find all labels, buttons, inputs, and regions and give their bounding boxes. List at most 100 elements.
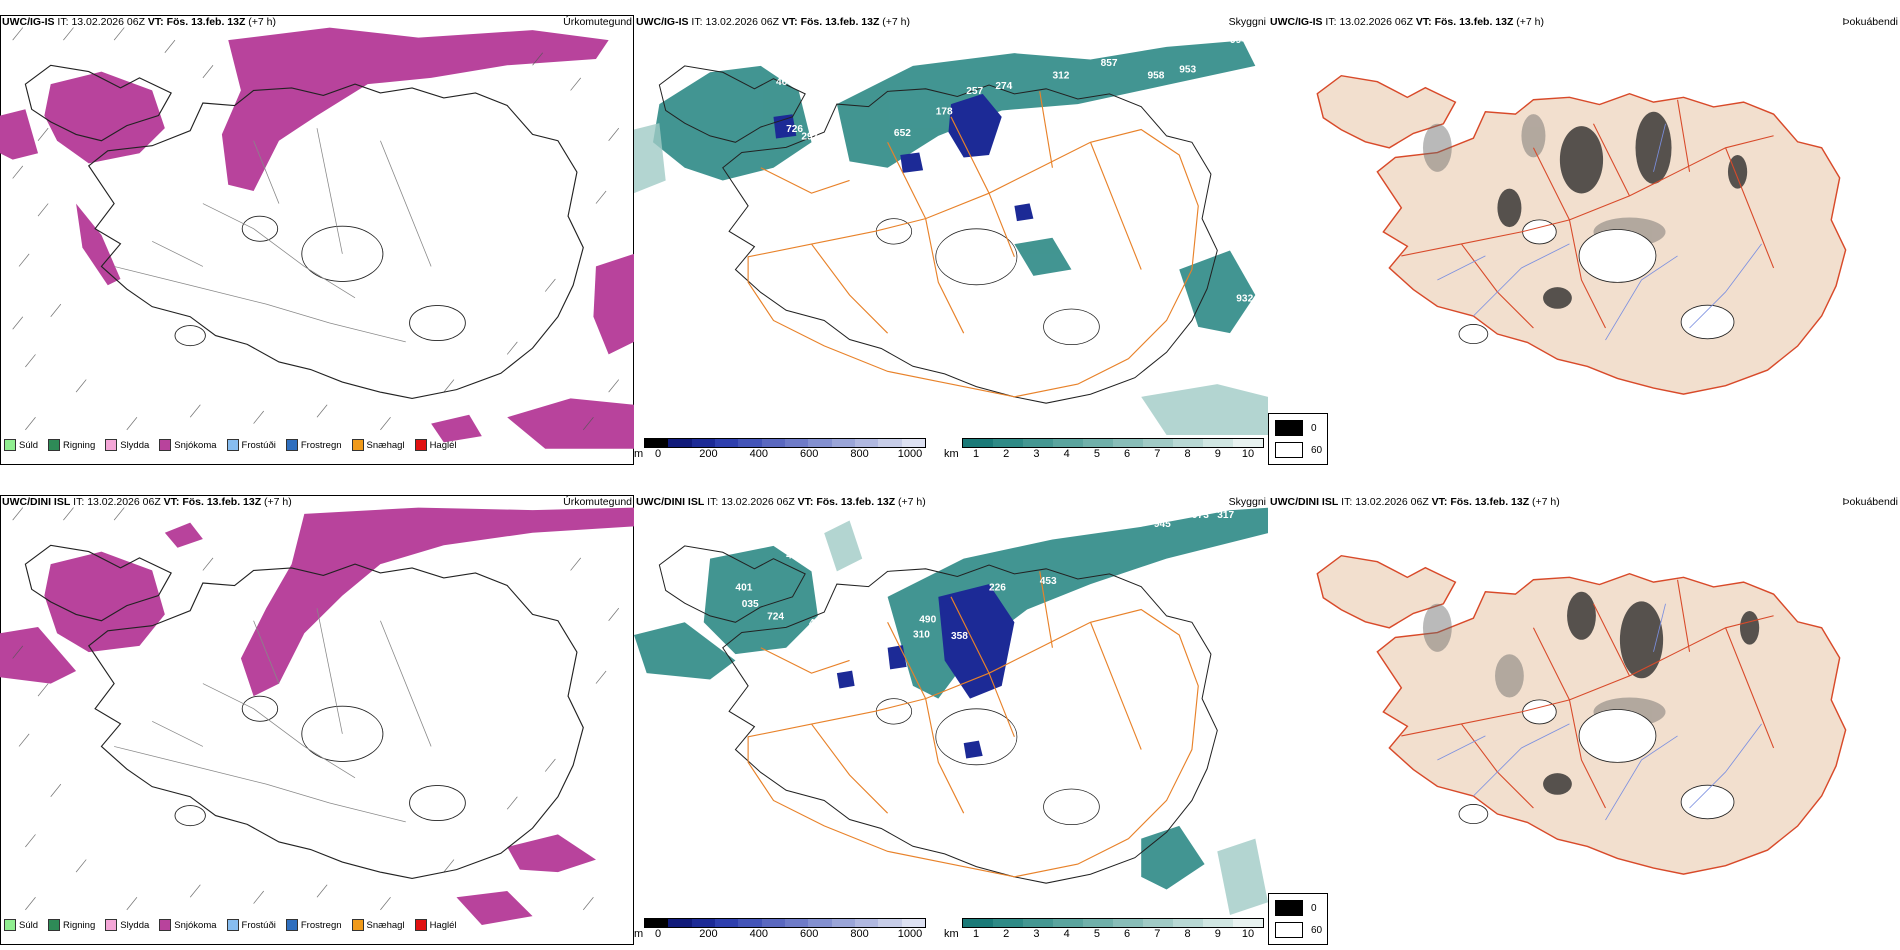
colorbar-tick-label: 6 [1124, 448, 1131, 460]
fog-legend-max-swatch [1275, 420, 1303, 436]
legend-item: Rigning [48, 919, 95, 931]
ceiling-value-label: 973 [1192, 510, 1209, 521]
legend-label: Haglél [429, 919, 457, 931]
colorbar-tick-label: 8 [1184, 928, 1191, 940]
precip-legend: Súld Rigning Slydda Snjókoma Frostúði Frostre… [4, 919, 457, 931]
ceiling-value-label: 994 [1230, 35, 1247, 46]
colorbar-tick-label: 1 [972, 448, 980, 460]
colorbar-tick-label: 800 [850, 448, 869, 460]
ceiling-value-label: 419 [786, 551, 803, 562]
legend-label: Snæhagl [366, 439, 405, 451]
legend-item: Frostregn [285, 439, 342, 451]
colorbar-tick-label: 6 [1124, 928, 1131, 940]
panel-title: UWC/DINI ISL IT: 13.02.2026 06Z VT: Fös.… [2, 496, 292, 508]
legend-item: Haglél [414, 439, 457, 451]
colorbar-tick-label: 200 [699, 448, 718, 460]
panel-label: Úrkomutegund [563, 496, 632, 508]
legend-swatch [351, 919, 364, 931]
ceiling-value-label: 358 [951, 631, 968, 642]
panel-label: Úrkomutegund [563, 16, 632, 28]
colorbar-tick-label: 4 [1063, 448, 1070, 460]
legend-swatch [4, 919, 16, 931]
visibility-colorbar: km 1 2 3 4 5 6 7 8 9 10 [944, 438, 1264, 465]
panel-label: Þokuábendi [1842, 16, 1898, 28]
ceiling-value-label: 310 [913, 630, 930, 641]
visibility-panel-bottom: UWC/DINI ISL IT: 13.02.2026 06Z VT: Fös.… [634, 495, 1268, 945]
legend-item: Frostúði [226, 439, 276, 451]
legend-item: Súld [4, 439, 38, 451]
legend-swatch [414, 919, 427, 931]
precip-panel-bottom: UWC/DINI ISL IT: 13.02.2026 06Z VT: Fös.… [0, 495, 634, 945]
colorbar-tick-label: 4 [1063, 928, 1070, 940]
ceiling-value-label: 312 [1052, 71, 1069, 82]
precip-map [0, 507, 634, 925]
colorbar-tick-label: 10 [1241, 928, 1255, 940]
legend-item: Snæhagl [351, 919, 405, 931]
ceiling-value-label: 945 [1154, 519, 1171, 530]
colorbar-tick-label: 400 [749, 928, 768, 940]
legend-swatch [105, 919, 118, 931]
ceiling-value-label: 274 [995, 81, 1012, 92]
legend-swatch [414, 439, 427, 451]
panel-label: Skyggni [1228, 16, 1266, 28]
ceiling-value-label: 958 [1148, 71, 1165, 82]
panel-label: Skyggni [1228, 496, 1266, 508]
legend-item: Frostregn [285, 919, 342, 931]
legend-swatch [105, 439, 118, 451]
legend-swatch [159, 439, 172, 451]
legend-item: Haglél [414, 919, 457, 931]
legend-label: Slydda [120, 439, 150, 451]
legend-item: Snjókoma [159, 439, 217, 451]
fog-map [1316, 74, 1847, 395]
precip-map [0, 27, 634, 449]
legend-swatch [159, 919, 172, 931]
panel-title: UWC/DINI ISL IT: 13.02.2026 06Z VT: Fös.… [1270, 496, 1560, 508]
colorbar-tick-label: 2 [1003, 928, 1010, 940]
colorbar-tick-label: 1000 [897, 448, 923, 460]
colorbar-tick-label: 5 [1093, 448, 1100, 460]
panel-frame [0, 15, 634, 465]
fog-panel-bottom: UWC/DINI ISL IT: 13.02.2026 06Z VT: Fös.… [1268, 495, 1900, 945]
ceiling-value-label: 317 [1217, 510, 1234, 521]
legend-item: Súld [4, 919, 38, 931]
visibility-colorbar: km 1 2 3 4 5 6 7 8 9 10 [944, 918, 1264, 945]
legend-swatch [285, 919, 298, 931]
visibility-colorbar-gradient [962, 918, 1264, 928]
ceiling-value-label: 652 [894, 128, 911, 139]
legend-label: Súld [19, 439, 39, 451]
ceiling-value-label: 857 [1101, 58, 1118, 69]
colorbar-tick-label: 7 [1154, 448, 1161, 460]
visibility-colorbar-gradient [962, 438, 1264, 448]
ceiling-value-label: 97 [1243, 255, 1255, 266]
colorbar-tick-label: 3 [1033, 448, 1040, 460]
legend-item: Snæhagl [351, 439, 405, 451]
legend-item: Rigning [48, 439, 95, 451]
colorbar-tick-label: 600 [800, 448, 819, 460]
panel-title: UWC/IG-IS IT: 13.02.2026 06Z VT: Fös. 13… [636, 16, 911, 28]
fog-legend-max: 0 [1311, 422, 1317, 434]
legend-label: Frostregn [300, 919, 342, 931]
colorbar-tick-label: 600 [800, 928, 819, 940]
legend-swatch [48, 919, 61, 931]
legend-label: Snjókoma [174, 439, 217, 451]
ceiling-colorbar: m 0 200 400 600 800 1000 [634, 918, 934, 945]
legend-item: Slydda [105, 919, 149, 931]
legend-label: Súld [19, 919, 39, 931]
fog-legend-min-swatch [1275, 442, 1303, 458]
ceiling-value-label: 932 [1236, 293, 1253, 304]
colorbar-tick-label: 0 [654, 928, 662, 940]
fog-map [1316, 554, 1847, 875]
colorbar-tick-label: 7 [1154, 928, 1161, 940]
colorbar-tick-label: 1 [972, 928, 980, 940]
ceiling-value-label: 178 [936, 106, 953, 117]
ceiling-unit: m [634, 928, 644, 940]
colorbar-tick-label: 3 [1033, 928, 1040, 940]
ceiling-value-label: 297 [801, 132, 818, 143]
legend-label: Haglél [429, 439, 457, 451]
colorbar-tick-label: 0 [654, 448, 662, 460]
panel-title: UWC/IG-IS IT: 13.02.2026 06Z VT: Fös. 13… [1270, 16, 1545, 28]
precip-panel-top: UWC/IG-IS IT: 13.02.2026 06Z VT: Fös. 13… [0, 15, 634, 465]
ceiling-value-label: 453 [1040, 576, 1057, 587]
legend-swatch [4, 439, 16, 451]
